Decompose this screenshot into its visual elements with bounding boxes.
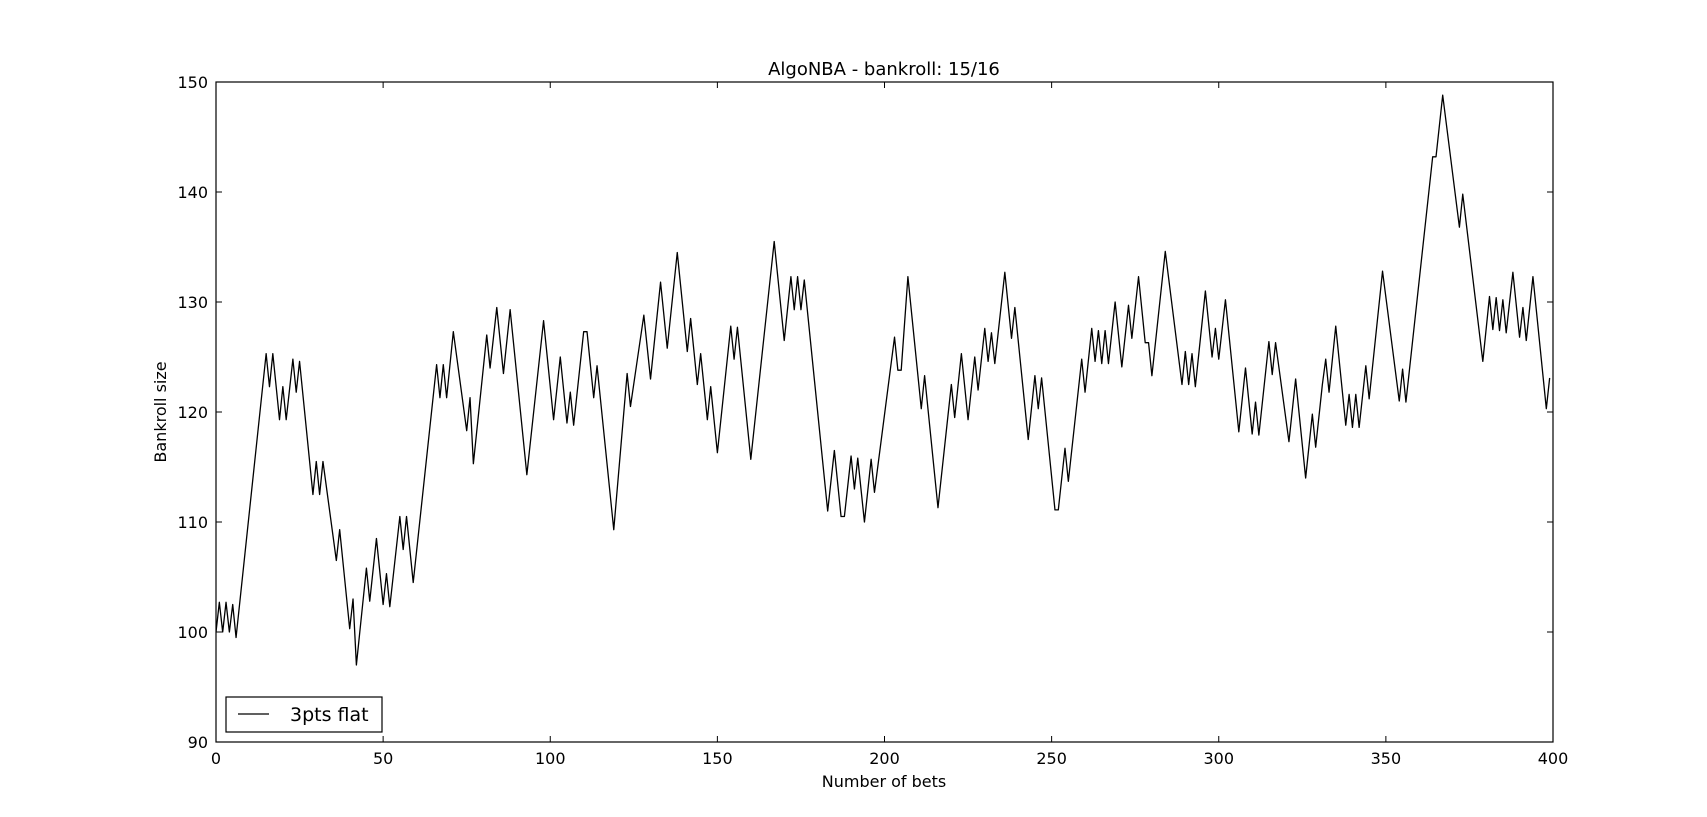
x-tick-label: 350 — [1371, 749, 1402, 768]
chart-title: AlgoNBA - bankroll: 15/16 — [768, 59, 1000, 80]
x-tick-label: 250 — [1036, 749, 1067, 768]
y-tick-label: 130 — [177, 293, 208, 312]
y-tick-label: 120 — [177, 403, 208, 422]
x-tick-label: 50 — [373, 749, 393, 768]
x-axis: 0 50 100 150 200 250 300 350 400 — [211, 82, 1568, 768]
x-tick-label: 200 — [869, 749, 900, 768]
y-tick-label: 140 — [177, 183, 208, 202]
x-tick-label: 100 — [535, 749, 566, 768]
legend-label: 3pts flat — [290, 704, 369, 726]
series-group — [216, 94, 1551, 666]
y-axis: 90 100 110 120 130 140 150 — [177, 73, 1553, 752]
y-axis-label: Bankroll size — [151, 361, 170, 462]
x-tick-label: 150 — [702, 749, 733, 768]
x-tick-label: 400 — [1538, 749, 1569, 768]
x-tick-label: 0 — [211, 749, 221, 768]
x-tick-label: 300 — [1203, 749, 1234, 768]
y-tick-label: 150 — [177, 73, 208, 92]
y-tick-label: 110 — [177, 513, 208, 532]
y-tick-label: 100 — [177, 623, 208, 642]
series-line-0 — [216, 94, 1551, 666]
legend: 3pts flat — [225, 696, 383, 733]
y-tick-label: 90 — [188, 733, 208, 752]
x-axis-label: Number of bets — [822, 772, 946, 791]
